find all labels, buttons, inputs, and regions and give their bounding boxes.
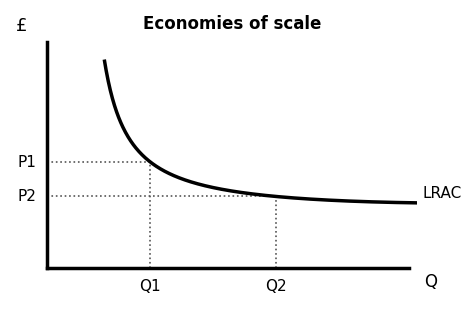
Text: P1: P1 <box>17 154 36 169</box>
Text: £: £ <box>16 17 27 35</box>
Text: Q: Q <box>425 273 438 291</box>
Text: P2: P2 <box>17 189 36 204</box>
Text: Q1: Q1 <box>139 279 161 294</box>
Text: LRAC: LRAC <box>423 186 462 201</box>
Title: Economies of scale: Economies of scale <box>143 15 321 33</box>
Text: Q2: Q2 <box>265 279 287 294</box>
